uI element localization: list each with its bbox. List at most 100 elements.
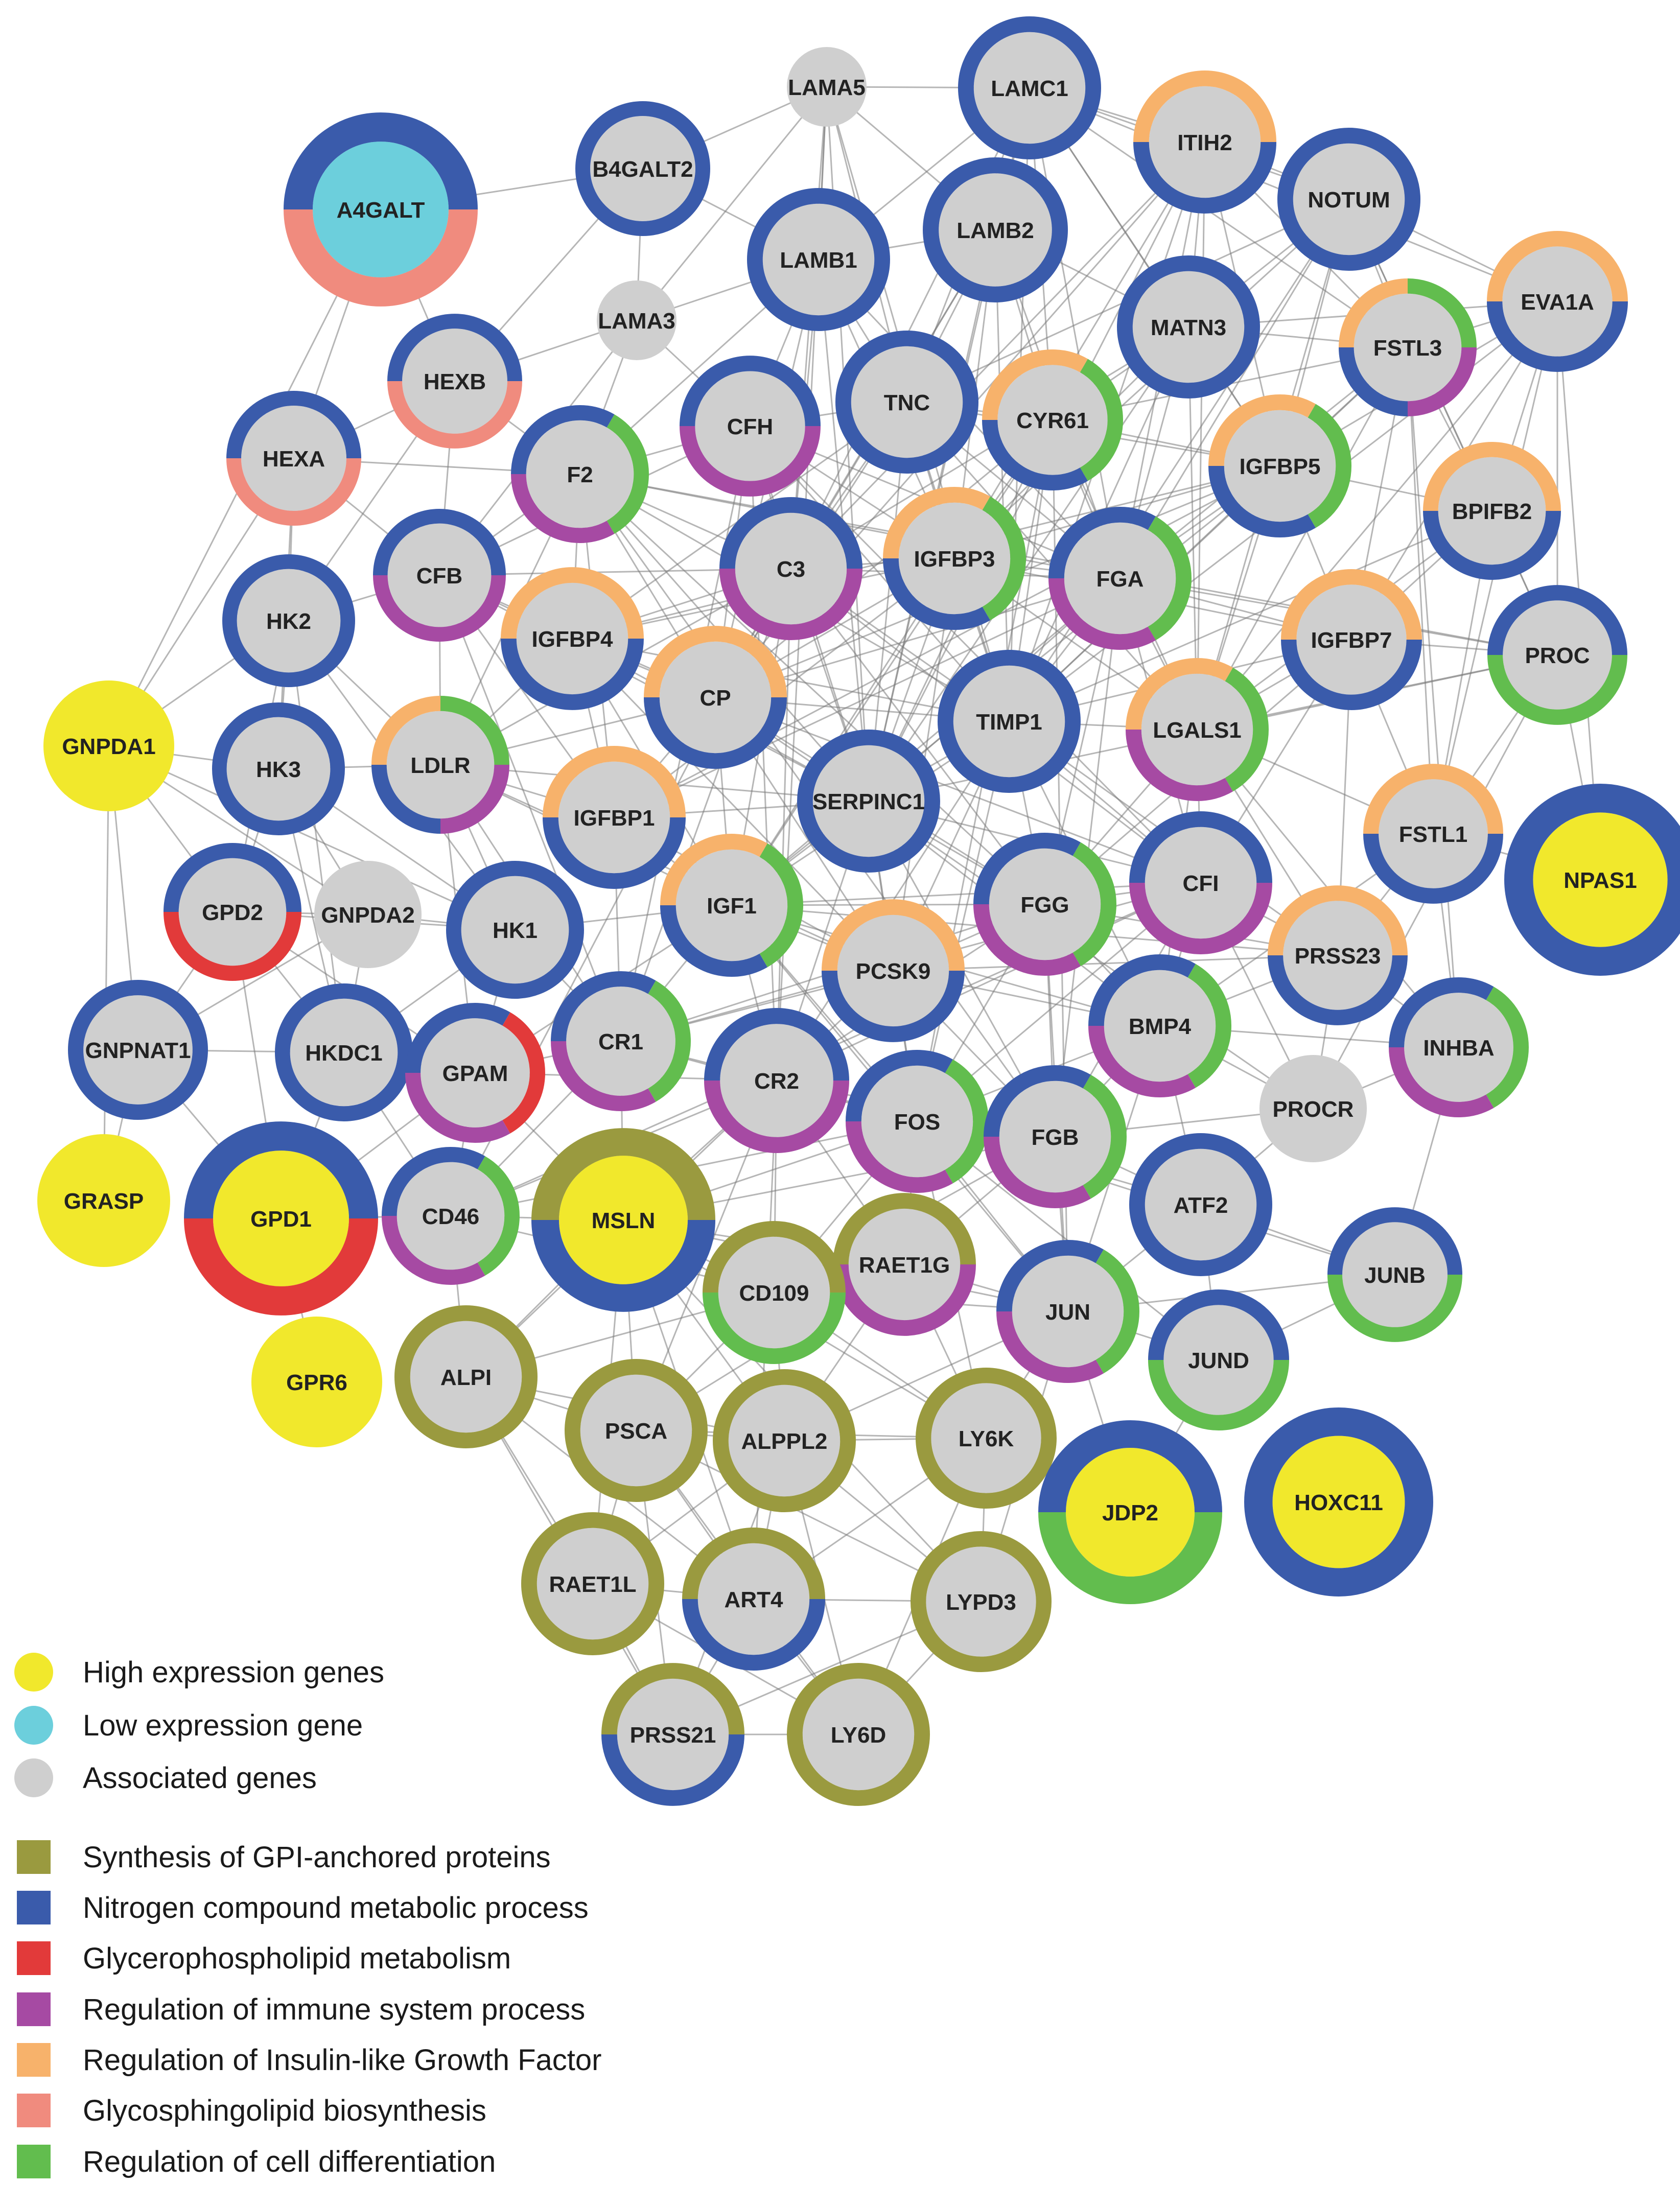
node-label: GNPDA2 bbox=[321, 903, 414, 928]
ring-segment-nitrogen bbox=[446, 860, 584, 999]
ring-segment-igf bbox=[1208, 394, 1316, 466]
node-label: IGFBP5 bbox=[1240, 454, 1321, 479]
ring-segment-nitrogen bbox=[164, 843, 301, 912]
node-fill bbox=[1145, 827, 1257, 939]
node-lamb1: LAMB1 bbox=[747, 187, 891, 331]
ring-segment-nitrogen bbox=[601, 1734, 744, 1806]
ring-segment-differentiation bbox=[1308, 404, 1351, 528]
node-label: LYPD3 bbox=[946, 1590, 1016, 1615]
node-label: JDP2 bbox=[1102, 1500, 1158, 1525]
edge-PCSK9-PRSS23 bbox=[893, 954, 1338, 972]
node-fstl3: FSTL3 bbox=[1339, 278, 1477, 416]
ring-segment-gpi bbox=[787, 1662, 930, 1806]
node-fill bbox=[939, 173, 1052, 287]
node-fill bbox=[226, 717, 331, 821]
edge-EVA1A-LGALS1 bbox=[1196, 301, 1558, 730]
node-fill bbox=[989, 848, 1101, 960]
ring-segment-nitrogen bbox=[551, 971, 656, 1042]
node-label: HK2 bbox=[266, 609, 311, 634]
node-lypd3: LYPD3 bbox=[911, 1531, 1052, 1672]
node-fgb: FGB bbox=[984, 1065, 1127, 1208]
node-label: FGA bbox=[1096, 567, 1144, 592]
legend-label: Associated genes bbox=[83, 1761, 317, 1795]
node-gpr6: GPR6 bbox=[251, 1317, 382, 1447]
node-gpd2: GPD2 bbox=[164, 843, 301, 981]
edge-NOTUM-TIMP1 bbox=[1008, 199, 1350, 722]
node-fill bbox=[1272, 1436, 1405, 1568]
ring-segment-nitrogen bbox=[958, 16, 1102, 159]
node-label: F2 bbox=[567, 462, 593, 487]
ring-segment-nitrogen bbox=[1277, 127, 1420, 271]
node-ly6d: LY6D bbox=[787, 1662, 930, 1806]
edge-FSTL3-LGALS1 bbox=[1196, 347, 1409, 730]
node-fill bbox=[461, 876, 569, 984]
node-inhba: INHBA bbox=[1389, 977, 1529, 1117]
node-junb: JUNB bbox=[1327, 1207, 1462, 1342]
ring-segment-nitrogen bbox=[1281, 639, 1422, 710]
ring-segment-gpi bbox=[682, 1528, 825, 1600]
node-label: LY6K bbox=[959, 1426, 1014, 1451]
ring-segment-nitrogen bbox=[973, 833, 1081, 905]
node-fill bbox=[1404, 993, 1513, 1102]
node-label: TNC bbox=[884, 390, 930, 415]
node-b4galt2: B4GALT2 bbox=[575, 101, 711, 236]
ring-segment-differentiation bbox=[1407, 278, 1477, 348]
ring-segment-nitrogen bbox=[212, 702, 345, 836]
node-label: ART4 bbox=[725, 1587, 783, 1612]
edge-GNPDA1-GRASP bbox=[103, 745, 110, 1201]
ring-segment-immune bbox=[1088, 1025, 1196, 1097]
ring-segment-nitrogen bbox=[373, 509, 506, 576]
node-fill bbox=[410, 1321, 522, 1433]
node-ly6k: LY6K bbox=[916, 1367, 1057, 1509]
node-igfbp7: IGFBP7 bbox=[1281, 569, 1422, 710]
ring-segment-igf bbox=[644, 626, 787, 698]
ring-segment-immune bbox=[996, 1311, 1104, 1383]
ring-segment-differentiation bbox=[1487, 654, 1627, 725]
node-fill bbox=[762, 203, 875, 316]
ring-segment-igf bbox=[543, 746, 686, 818]
edge-CYR61-IGF1 bbox=[731, 419, 1054, 906]
node-fill bbox=[1438, 457, 1546, 565]
node-hexa: HEXA bbox=[226, 391, 361, 526]
node-cyr61: CYR61 bbox=[982, 349, 1123, 490]
node-label: CYR61 bbox=[1016, 408, 1089, 433]
node-label: CP bbox=[699, 686, 731, 711]
legend-label: Glycerophospholipid metabolism bbox=[83, 1941, 511, 1975]
ring-segment-immune bbox=[1129, 882, 1272, 954]
node-fill bbox=[1296, 584, 1407, 695]
node-fill bbox=[997, 365, 1108, 475]
legend-item-nitrogen: Nitrogen compound metabolic process bbox=[14, 1885, 589, 1931]
edge-CP-CFI bbox=[715, 696, 1201, 884]
ring-segment-igf bbox=[1268, 885, 1408, 956]
node-label: FGG bbox=[1020, 893, 1069, 918]
node-fill bbox=[931, 1383, 1041, 1493]
node-label: ATF2 bbox=[1174, 1193, 1228, 1218]
ring-segment-glycero bbox=[502, 1012, 545, 1134]
ring-segment-nitrogen bbox=[575, 101, 711, 236]
edge-FSTL3-FSTL1 bbox=[1407, 347, 1434, 834]
ring-segment-nitrogen bbox=[682, 1599, 825, 1671]
node-label: NOTUM bbox=[1308, 187, 1390, 213]
node-fill bbox=[728, 1384, 841, 1497]
edge-CFH-CFI bbox=[749, 425, 1202, 884]
node-label: EVA1A bbox=[1521, 290, 1594, 315]
ring-segment-nitrogen bbox=[660, 905, 767, 977]
node-fill bbox=[999, 1081, 1111, 1193]
ring-segment-nitrogen bbox=[846, 1050, 953, 1122]
ring-segment-nitrogen bbox=[274, 983, 413, 1121]
node-fill bbox=[718, 1236, 830, 1349]
ring-segment-nitrogen bbox=[1129, 1133, 1272, 1276]
ring-segment-nitrogen bbox=[1148, 1289, 1289, 1360]
node-label: CFB bbox=[416, 564, 462, 589]
ring-segment-nitrogen bbox=[1208, 465, 1316, 537]
ring-segment-igf bbox=[1487, 231, 1628, 302]
ring-segment-gpi bbox=[713, 1369, 856, 1512]
node-label: LAMA5 bbox=[788, 75, 866, 100]
node-label: HOXC11 bbox=[1294, 1490, 1383, 1515]
node-label: HKDC1 bbox=[305, 1041, 383, 1066]
node-fill bbox=[241, 406, 346, 511]
node-label: LY6D bbox=[831, 1723, 886, 1748]
node-label: HK1 bbox=[493, 918, 538, 943]
node-ldlr: LDLR bbox=[371, 696, 509, 834]
node-fill bbox=[675, 849, 788, 961]
